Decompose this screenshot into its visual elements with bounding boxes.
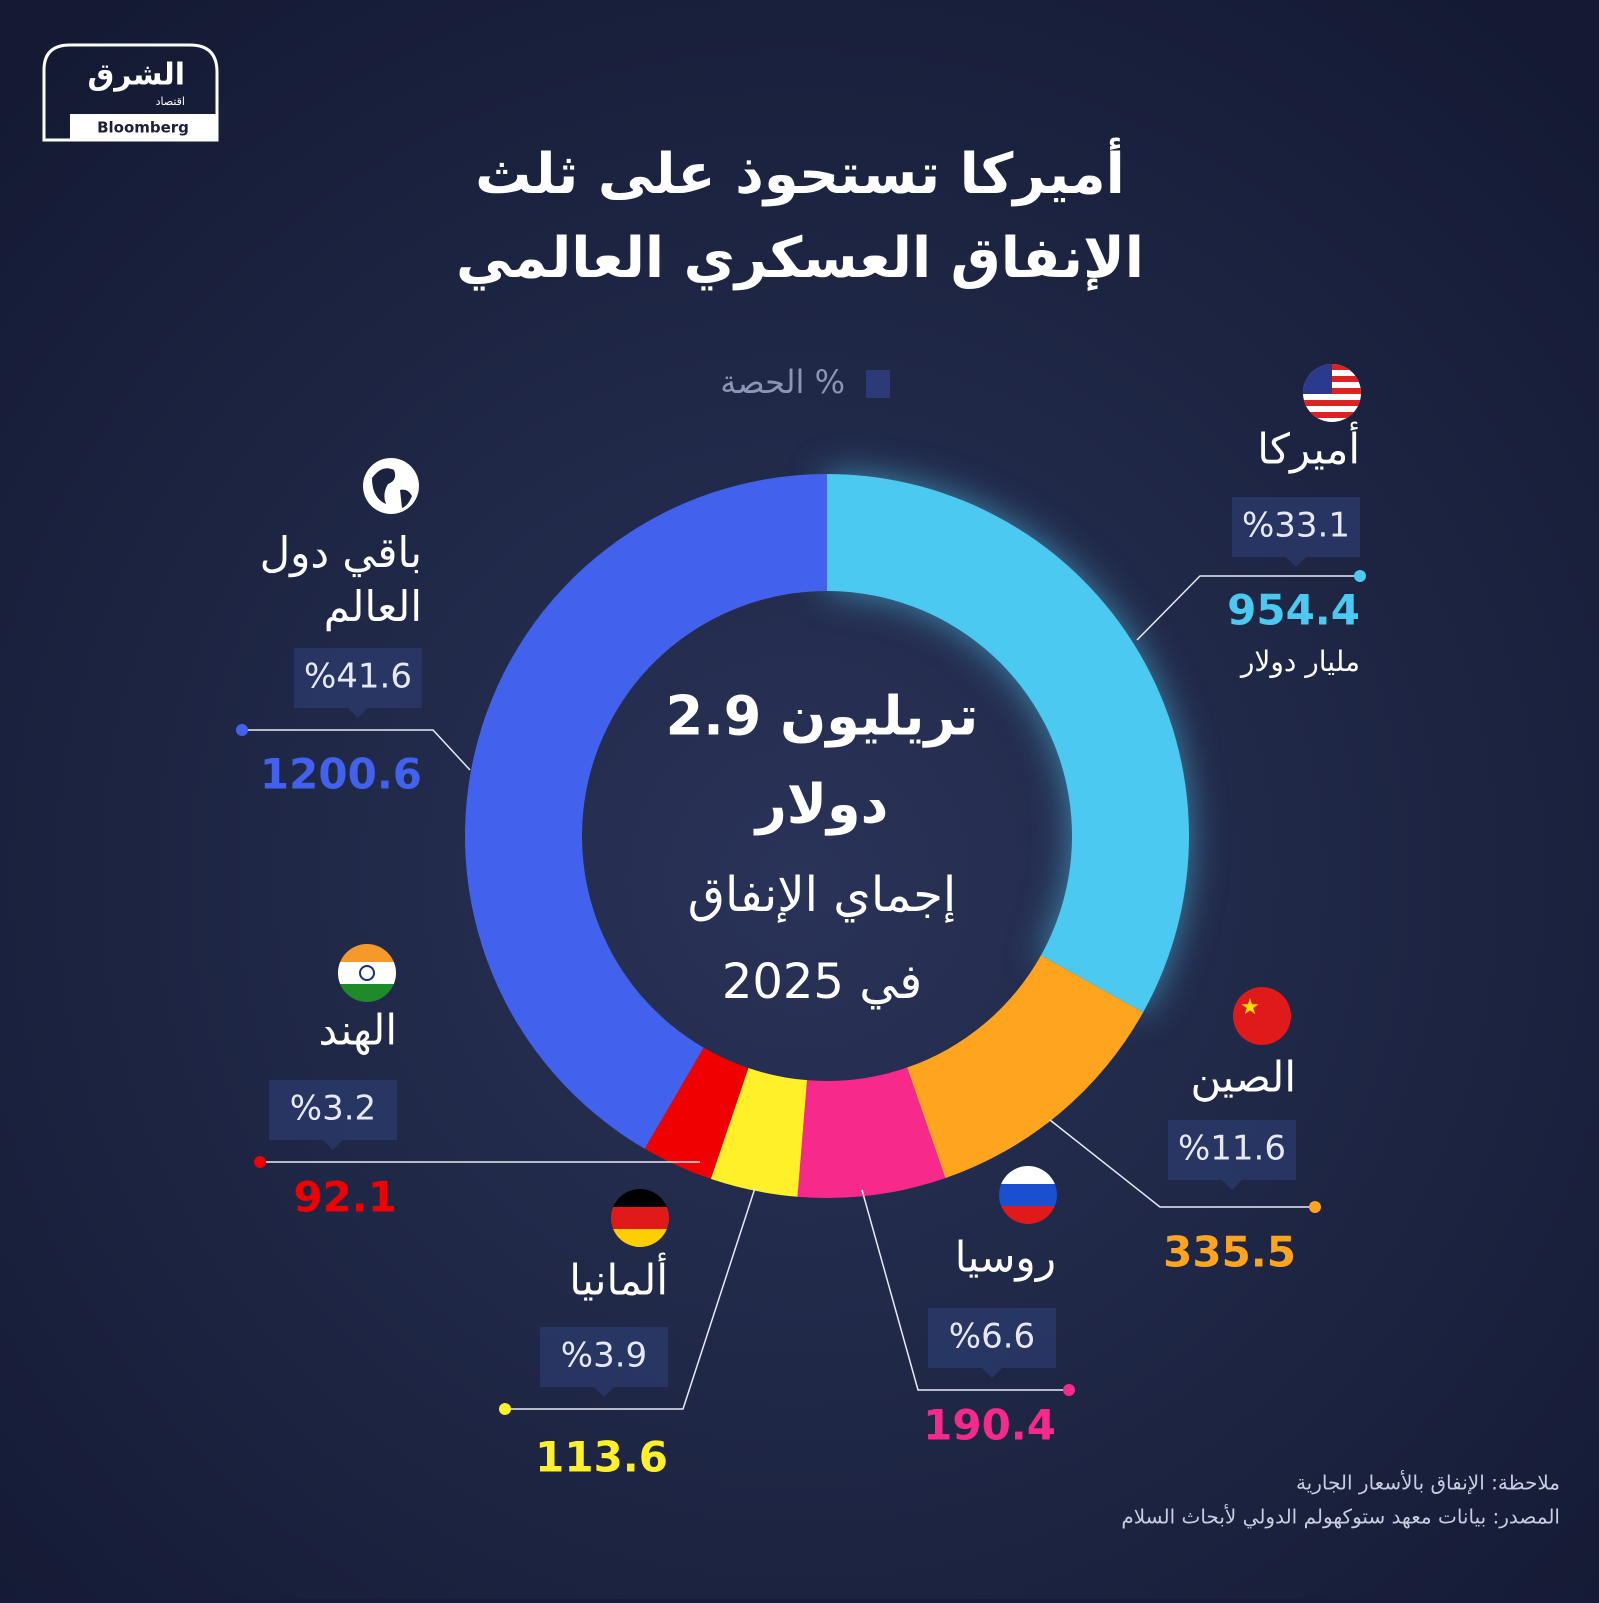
- category-label: الهند: [318, 1006, 397, 1056]
- amount-label: 92.1: [293, 1173, 397, 1222]
- logo-with: مع: [170, 112, 180, 122]
- legend-swatch: [866, 370, 890, 398]
- logo-brand: الشرق: [87, 58, 185, 93]
- category-label: أميركا: [1257, 422, 1360, 474]
- leader-line: [1136, 575, 1360, 641]
- logo-partner: Bloomberg: [97, 119, 189, 137]
- logo-sub: اقتصاد: [156, 95, 185, 108]
- note: المصدر: بيانات معهد ستوكهولم الدولي لأبح…: [1121, 1505, 1560, 1530]
- legend-label: الحصة %: [720, 363, 845, 401]
- logo: الشرق اقتصاد مع Bloomberg: [42, 43, 219, 142]
- donut-slice: [827, 474, 1189, 1013]
- flag-china: ★: [1233, 987, 1291, 1045]
- percent-label: %33.1: [1242, 506, 1350, 546]
- percent-label: %11.6: [1178, 1129, 1286, 1169]
- note: ملاحظة: الإنفاق بالأسعار الجارية: [1296, 1471, 1560, 1495]
- center-text: 2.9 تريليون: [666, 685, 979, 748]
- percent-box: [928, 1308, 1056, 1378]
- amount-label: 335.5: [1163, 1228, 1296, 1277]
- leader-dot: [1354, 570, 1366, 582]
- amount-label: 1200.6: [260, 750, 422, 799]
- category-label: ألمانيا: [569, 1253, 668, 1305]
- flag-germany: [611, 1189, 669, 1247]
- amount-label: 190.4: [923, 1401, 1056, 1450]
- flag-usa: [1303, 364, 1361, 422]
- percent-label: %6.6: [949, 1317, 1035, 1357]
- percent-box: [269, 1080, 397, 1150]
- donut-slice: [907, 955, 1144, 1179]
- amount-label: 113.6: [535, 1433, 668, 1482]
- leader-dot: [499, 1403, 511, 1415]
- amount-label: 954.4: [1227, 586, 1360, 635]
- leader-dot: [254, 1156, 266, 1168]
- percent-box: [1232, 497, 1360, 567]
- leader-dot: [236, 724, 248, 736]
- donut-slice: [710, 1068, 808, 1197]
- leader-dot: [1063, 1384, 1075, 1396]
- globe-icon: [363, 458, 419, 514]
- percent-box: [1168, 1120, 1296, 1190]
- title: الإنفاق العسكري العالمي: [456, 226, 1144, 291]
- donut-slice: [465, 474, 827, 1149]
- donut-slice: [797, 1067, 946, 1198]
- center-text: في 2025: [722, 954, 922, 1010]
- flag-india: [338, 944, 396, 1002]
- leader-dot: [1309, 1201, 1321, 1213]
- leader-line: [861, 1189, 1069, 1391]
- svg-text:★: ★: [1240, 995, 1260, 1020]
- percent-label: %3.2: [290, 1089, 376, 1129]
- center-text: إجماي الإنفاق: [688, 867, 956, 923]
- center-text: دولار: [753, 773, 889, 836]
- title: أميركا تستحوذ على ثلث: [475, 137, 1125, 207]
- leader-line: [505, 1187, 756, 1410]
- category-label: روسيا: [955, 1233, 1056, 1282]
- flag-russia: [999, 1166, 1057, 1224]
- percent-label: %3.9: [561, 1336, 647, 1376]
- category-label: الصين: [1190, 1053, 1296, 1102]
- donut: [465, 474, 1189, 1198]
- category-label: باقي دول العالم: [260, 528, 422, 632]
- leader-line: [1049, 1119, 1315, 1208]
- amount-unit: مليار دولار: [1239, 645, 1360, 678]
- percent-label: %41.6: [304, 657, 412, 697]
- donut-slice: [644, 1047, 749, 1179]
- leader-line: [242, 729, 471, 771]
- percent-box: [294, 648, 422, 718]
- percent-box: [540, 1327, 668, 1397]
